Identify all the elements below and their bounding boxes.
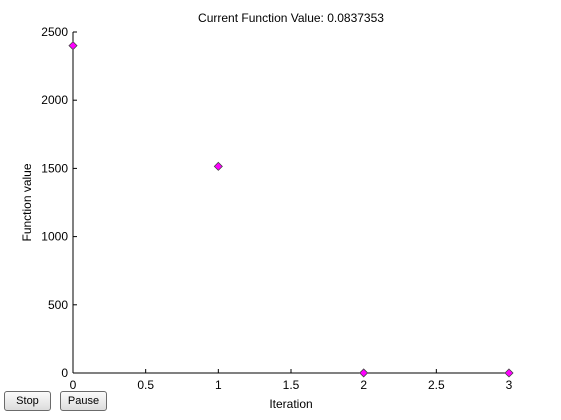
y-tick-label: 2000 bbox=[41, 93, 68, 107]
x-tick-label: 3 bbox=[506, 378, 513, 392]
x-tick-label: 0 bbox=[70, 378, 77, 392]
x-axis-label: Iteration bbox=[269, 397, 312, 411]
y-axis-label: Function value bbox=[20, 163, 34, 241]
y-tick-label: 500 bbox=[48, 298, 68, 312]
x-tick-label: 1.5 bbox=[283, 378, 300, 392]
x-tick-label: 1 bbox=[215, 378, 222, 392]
y-tick-label: 0 bbox=[61, 366, 68, 380]
data-point bbox=[359, 368, 369, 378]
y-tick-label: 1500 bbox=[41, 161, 68, 175]
chart-title: Current Function Value: 0.0837353 bbox=[198, 11, 384, 25]
y-tick-label: 1000 bbox=[41, 230, 68, 244]
pause-button[interactable]: Pause bbox=[60, 391, 107, 411]
y-tick-label: 2500 bbox=[41, 25, 68, 39]
x-tick-label: 2.5 bbox=[428, 378, 445, 392]
stop-button[interactable]: Stop bbox=[4, 391, 51, 411]
data-point bbox=[213, 161, 223, 171]
data-point bbox=[68, 41, 78, 51]
data-point bbox=[504, 368, 514, 378]
x-tick-label: 0.5 bbox=[137, 378, 154, 392]
x-tick-label: 2 bbox=[360, 378, 367, 392]
